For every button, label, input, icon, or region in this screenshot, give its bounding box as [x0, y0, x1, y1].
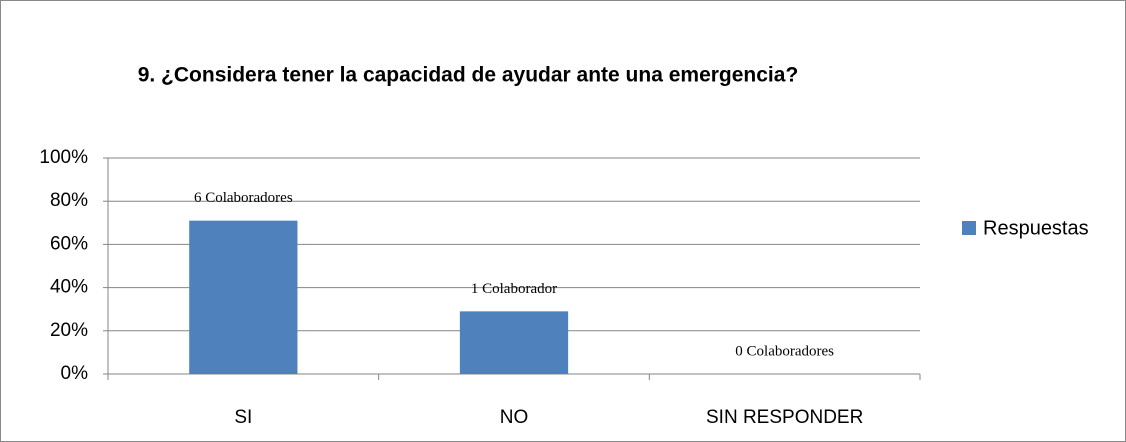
data-annotation: 6 Colaboradores: [194, 190, 293, 206]
bar: [459, 311, 569, 374]
y-tick-label: 60%: [50, 233, 88, 254]
data-annotation: 0 Colaboradores: [735, 343, 834, 359]
legend-label: Respuestas: [983, 217, 1089, 239]
data-annotation: 1 Colaborador: [471, 281, 557, 297]
bar: [189, 220, 298, 374]
y-tick-label: 80%: [50, 190, 88, 211]
y-tick-label: 20%: [50, 320, 88, 341]
chart-title: 9. ¿Considera tener la capacidad de ayud…: [138, 64, 799, 87]
y-tick-label: 40%: [50, 277, 88, 298]
y-tick-label: 0%: [61, 363, 89, 384]
x-tick-label: SIN RESPONDER: [706, 407, 863, 428]
x-tick-label: SI: [234, 407, 252, 428]
legend-swatch: [962, 221, 976, 235]
y-tick-label: 100%: [39, 147, 88, 168]
x-tick-label: NO: [500, 407, 529, 428]
